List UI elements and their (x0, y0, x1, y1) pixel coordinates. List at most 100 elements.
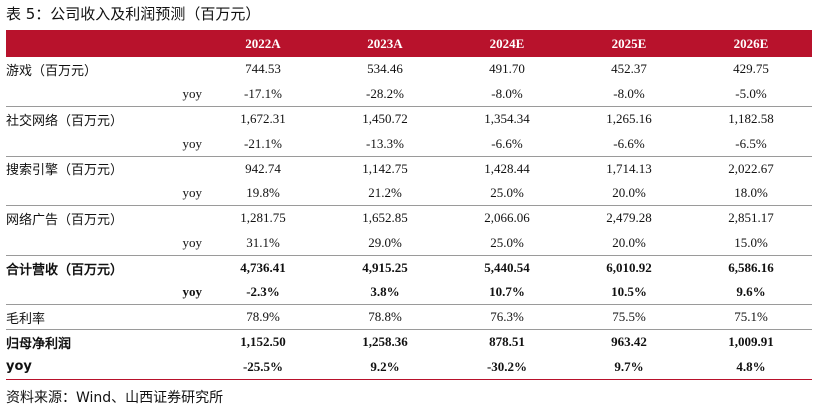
row-label: 搜索引擎（百万元） (6, 163, 124, 179)
column-header-2022a: 2022A (245, 35, 281, 51)
table-cell: 15.0% (690, 230, 812, 256)
table-cell: 1,265.16 (606, 111, 652, 127)
table-row: yoy -17.1% -28.2% -8.0% -8.0% -5.0% (6, 81, 812, 108)
table-cell: 6,586.16 (728, 260, 774, 276)
column-header-2026e: 2026E (733, 35, 769, 51)
table-cell: 4,736.41 (240, 260, 286, 276)
table-body: 游戏（百万元） 744.53 534.46 491.70 452.37 429.75 yoy… (6, 57, 812, 380)
table-cell: 1,428.44 (484, 160, 530, 176)
table-cell: 4,915.25 (362, 260, 408, 276)
table-cell: 3.8% (324, 280, 446, 306)
table-cell: 2,851.17 (728, 210, 774, 226)
table-cell: 75.5% (568, 304, 690, 331)
table-cell: 10.7% (446, 280, 568, 306)
table-cell: 1,450.72 (362, 111, 408, 127)
table-cell: 2,479.28 (606, 210, 652, 226)
table-cell: 1,142.75 (362, 160, 408, 176)
row-label: 合计营收（百万元） (6, 262, 124, 278)
table-cell: 29.0% (324, 230, 446, 256)
table-cell: -6.6% (568, 131, 690, 157)
table-row: 游戏（百万元） 744.53 534.46 491.70 452.37 429.75 (6, 57, 812, 82)
table-cell: 2,066.06 (484, 210, 530, 226)
table-cell: 1,652.85 (362, 210, 408, 226)
table-title: 表 5：公司收入及利润预测（百万元） (6, 5, 261, 23)
table-cell: 744.53 (245, 61, 281, 77)
table-cell: 534.46 (367, 61, 403, 77)
table-cell: 20.0% (568, 180, 690, 207)
table-cell: -30.2% (446, 354, 568, 380)
table-cell: 25.0% (446, 230, 568, 256)
table-cell: -6.6% (446, 131, 568, 157)
table-cell: 1,182.58 (728, 111, 774, 127)
table-row: 社交网络（百万元） 1,672.31 1,450.72 1,354.34 1,265.1… (6, 107, 812, 132)
table-cell: -28.2% (324, 81, 446, 108)
table-cell: 75.1% (690, 304, 812, 331)
row-label: 毛利率 (6, 304, 202, 331)
table-row: 毛利率 78.9% 78.8% 76.3% 75.5% 75.1% (6, 304, 812, 331)
table-cell: 78.8% (324, 304, 446, 331)
table-cell: 1,258.36 (362, 334, 408, 350)
table-cell: 1,714.13 (606, 160, 652, 176)
table-cell: 5,440.54 (484, 260, 530, 276)
row-label: 网络广告（百万元） (6, 212, 124, 228)
table-cell: -8.0% (446, 81, 568, 108)
table-cell: 9.6% (690, 280, 812, 306)
table-cell: -17.1% (202, 81, 324, 108)
table-row: yoy 31.1% 29.0% 25.0% 20.0% 15.0% (6, 230, 812, 256)
table-cell: 1,354.34 (484, 111, 530, 127)
table-cell: 963.42 (611, 334, 647, 350)
table-cell: 18.0% (690, 180, 812, 207)
row-yoy-label: yoy (6, 230, 202, 256)
table-cell: 31.1% (202, 230, 324, 256)
column-header-2025e: 2025E (611, 35, 647, 51)
column-header-2023a: 2023A (367, 35, 403, 51)
table-cell: -13.3% (324, 131, 446, 157)
table-cell: -6.5% (690, 131, 812, 157)
row-yoy-label: yoy (6, 280, 202, 306)
row-label: 归母净利润 (6, 336, 72, 352)
table-row: yoy 19.8% 21.2% 25.0% 20.0% 18.0% (6, 180, 812, 207)
row-yoy-label: yoy (6, 81, 202, 108)
table-cell: 942.74 (245, 160, 281, 176)
table-cell: 9.7% (568, 354, 690, 380)
table-row: yoy -25.5% 9.2% -30.2% 9.7% 4.8% (6, 354, 812, 380)
table-cell: 452.37 (611, 61, 647, 77)
table-row: yoy -2.3% 3.8% 10.7% 10.5% 9.6% (6, 280, 812, 306)
column-header-2024e: 2024E (489, 35, 525, 51)
row-label: 社交网络（百万元） (6, 113, 124, 129)
table-cell: 20.0% (568, 230, 690, 256)
table-cell: 1,281.75 (240, 210, 286, 226)
table-cell: 1,672.31 (240, 111, 286, 127)
table-cell: -2.3% (202, 280, 324, 306)
table-cell: -21.1% (202, 131, 324, 157)
table-cell: 25.0% (446, 180, 568, 207)
table-cell: 4.8% (690, 354, 812, 380)
table-cell: 78.9% (202, 304, 324, 331)
source-note: 资料来源：Wind、山西证券研究所 (6, 390, 224, 406)
table-cell: -8.0% (568, 81, 690, 108)
table-cell: 1,152.50 (240, 334, 286, 350)
row-label: yoy (6, 354, 202, 380)
table-cell: 878.51 (489, 334, 525, 350)
table-cell: 1,009.91 (728, 334, 774, 350)
table-row: 网络广告（百万元） 1,281.75 1,652.85 2,066.06 2,479.2… (6, 206, 812, 231)
table-row: yoy -21.1% -13.3% -6.6% -6.6% -6.5% (6, 131, 812, 157)
row-yoy-label: yoy (6, 180, 202, 207)
table-row: 搜索引擎（百万元） 942.74 1,142.75 1,428.44 1,714.13 2… (6, 156, 812, 181)
row-label: 游戏（百万元） (6, 63, 98, 79)
table-cell: 76.3% (446, 304, 568, 331)
table-cell: -5.0% (690, 81, 812, 108)
table-cell: 6,010.92 (606, 260, 652, 276)
table-row: 归母净利润 1,152.50 1,258.36 878.51 963.42 1,009.9… (6, 330, 812, 355)
table-cell: -25.5% (202, 354, 324, 380)
table-cell: 21.2% (324, 180, 446, 207)
financial-forecast-table: 2022A 2023A 2024E 2025E 2026E 游戏（百万元） 744… (6, 30, 812, 380)
table-cell: 9.2% (324, 354, 446, 380)
table-cell: 429.75 (733, 61, 769, 77)
column-header-label (6, 30, 202, 57)
table-row: 合计营收（百万元） 4,736.41 4,915.25 5,440.54 6,010.9… (6, 255, 812, 280)
table-cell: 19.8% (202, 180, 324, 207)
table-cell: 2,022.67 (728, 160, 774, 176)
table-cell: 10.5% (568, 280, 690, 306)
table-header-row: 2022A 2023A 2024E 2025E 2026E (6, 30, 812, 57)
